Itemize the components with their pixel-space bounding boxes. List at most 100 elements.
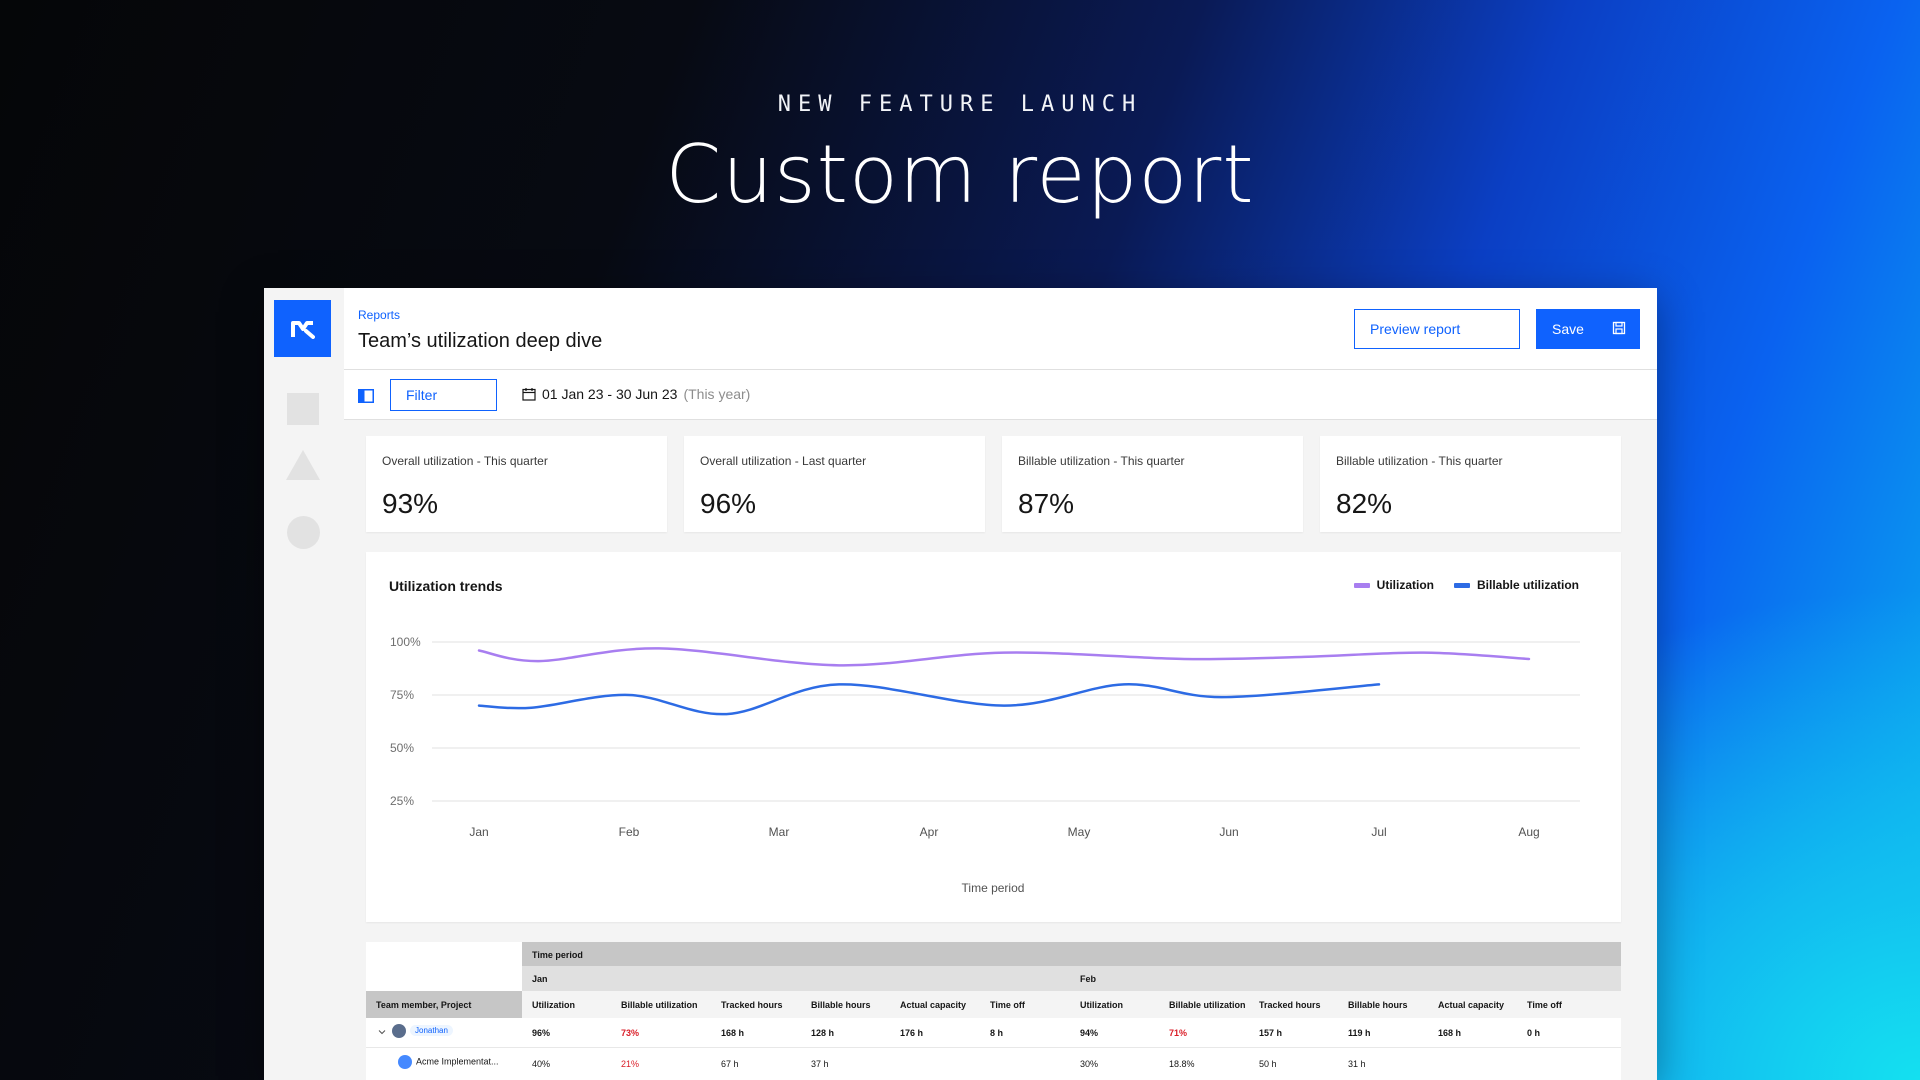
col-header[interactable]: Billable utilization <box>621 1000 698 1010</box>
time-period-header: Time period <box>522 942 1621 966</box>
rail-triangle-icon[interactable] <box>286 450 320 480</box>
expand-chevron-icon[interactable] <box>378 1028 386 1038</box>
kpi-value: 93% <box>382 488 439 519</box>
kpi-card[interactable]: Overall utilization - This quarter 93% <box>366 436 667 532</box>
filter-toolbar: Filter 01 Jan 23 - 30 Jun 23 (This year) <box>344 370 1657 420</box>
kpi-card[interactable]: Billable utilization - This quarter 82% <box>1320 436 1621 532</box>
utilization-trends-card: 100% 75% 50% 25% Jan Feb Mar Apr May Jun Jul Aug Tim… <box>366 552 1621 922</box>
legend-item-billable[interactable]: Billable utilization <box>1453 578 1579 592</box>
col-header[interactable]: Time off <box>990 1000 1025 1010</box>
breadcrumb-reports[interactable]: Reports <box>358 308 401 322</box>
x-tick-label: Aug <box>1518 825 1539 839</box>
left-rail <box>264 288 344 1080</box>
kpi-value: 96% <box>700 488 757 519</box>
col-header[interactable]: Actual capacity <box>1438 1000 1505 1010</box>
page-title: Team’s utilization deep dive <box>358 330 603 352</box>
table-cell: 119 h <box>1348 1028 1371 1038</box>
x-tick-label: Jun <box>1219 825 1238 839</box>
table-cell: 71% <box>1169 1028 1188 1038</box>
month-jan: Jan <box>532 974 548 984</box>
table-cell: 37 h <box>811 1059 829 1069</box>
chart-legend: Utilization Billable utilization <box>1353 578 1579 592</box>
time-period-label: Time period <box>532 950 583 960</box>
filter-input[interactable]: Filter <box>390 379 497 411</box>
col-header[interactable]: Tracked hours <box>721 1000 783 1010</box>
col-header[interactable]: Billable utilization <box>1169 1000 1246 1010</box>
save-icon <box>1612 321 1626 335</box>
col-header[interactable]: Actual capacity <box>900 1000 967 1010</box>
month-header-row: Jan Feb <box>522 966 1621 991</box>
col-header[interactable]: Time off <box>1527 1000 1562 1010</box>
utilization-table: Time period Jan Feb Team member, Project… <box>366 942 1621 1080</box>
table-cell: 168 h <box>721 1028 745 1038</box>
kpi-label: Billable utilization - This quarter <box>1336 454 1503 468</box>
col-header[interactable]: Tracked hours <box>1259 1000 1321 1010</box>
kpi-label: Overall utilization - Last quarter <box>700 454 867 468</box>
rail-square-icon[interactable] <box>287 393 319 425</box>
sidebar-toggle-icon[interactable] <box>358 389 374 403</box>
x-axis-title: Time period <box>962 881 1025 895</box>
x-tick-label: Apr <box>920 825 939 839</box>
kpi-label: Overall utilization - This quarter <box>382 454 548 468</box>
table-cell: 73% <box>621 1028 640 1038</box>
kpi-card[interactable]: Overall utilization - Last quarter 96% <box>684 436 985 532</box>
col-header[interactable]: Utilization <box>1080 1000 1123 1010</box>
app-window: Reports Team’s utilization deep dive Pre… <box>264 288 1657 1080</box>
table-cell: 67 h <box>721 1059 739 1069</box>
preview-report-button[interactable]: Preview report <box>1354 309 1520 349</box>
table-cell: 21% <box>621 1059 640 1069</box>
table-cell: 8 h <box>990 1028 1004 1038</box>
y-tick-label: 75% <box>390 688 414 702</box>
table-cell: 50 h <box>1259 1059 1277 1069</box>
chart-title: Utilization trends <box>389 578 503 594</box>
month-feb: Feb <box>1080 974 1097 984</box>
save-button[interactable]: Save <box>1536 309 1640 349</box>
member-name: Jonathan <box>410 1025 453 1037</box>
table-cell: 30% <box>1080 1059 1099 1069</box>
table-cell: 18.8% <box>1169 1059 1195 1069</box>
table-cell: 40% <box>532 1059 551 1069</box>
table-cell: 168 h <box>1438 1028 1462 1038</box>
member-column-header[interactable]: Team member, Project <box>366 991 522 1018</box>
series-utilization-line <box>477 647 1531 667</box>
x-tick-label: May <box>1068 825 1091 839</box>
utilization-chart: 100% 75% 50% 25% Jan Feb Mar Apr May Jun Jul Aug Tim… <box>390 635 1580 895</box>
legend-swatch <box>1353 582 1370 588</box>
col-header[interactable]: Billable hours <box>1348 1000 1408 1010</box>
col-header[interactable]: Utilization <box>532 1000 575 1010</box>
legend-label: Utilization <box>1376 578 1434 592</box>
y-tick-label: 50% <box>390 741 414 755</box>
y-tick-label: 100% <box>390 635 421 649</box>
table-row-project[interactable]: Acme Implementat... <box>398 1055 499 1069</box>
x-tick-label: Jan <box>469 825 488 839</box>
x-tick-label: Feb <box>619 825 640 839</box>
x-tick-label: Jul <box>1371 825 1386 839</box>
eyebrow-text: NEW FEATURE LAUNCH <box>777 92 1143 117</box>
table-cell: 94% <box>1080 1028 1099 1038</box>
legend-swatch <box>1453 582 1470 588</box>
date-range-hint: (This year) <box>683 386 751 402</box>
kpi-card[interactable]: Billable utilization - This quarter 87% <box>1002 436 1303 532</box>
app-logo-icon[interactable] <box>274 300 331 357</box>
table-cell: 31 h <box>1348 1059 1366 1069</box>
save-button-label: Save <box>1552 321 1584 337</box>
column-header-row: Utilization Billable utilization Tracked… <box>522 991 1621 1018</box>
table-cell: 96% <box>532 1028 551 1038</box>
x-tick-label: Mar <box>769 825 790 839</box>
calendar-icon <box>522 388 536 401</box>
page-header: Reports Team’s utilization deep dive Pre… <box>344 288 1657 370</box>
project-name: Acme Implementat... <box>416 1056 499 1067</box>
legend-item-utilization[interactable]: Utilization <box>1353 578 1434 592</box>
table-cell: 0 h <box>1527 1028 1541 1038</box>
table-cell: 176 h <box>900 1028 924 1038</box>
kpi-value: 87% <box>1018 488 1075 519</box>
headline: Custom report <box>665 128 1255 221</box>
member-header-label: Team member, Project <box>376 1000 472 1010</box>
legend-label: Billable utilization <box>1476 578 1579 592</box>
report-content: Overall utilization - This quarter 93% O… <box>344 420 1657 1080</box>
col-header[interactable]: Billable hours <box>811 1000 871 1010</box>
table-row-member[interactable]: Jonathan <box>392 1024 453 1038</box>
rail-circle-icon[interactable] <box>287 516 320 549</box>
date-range-picker[interactable]: 01 Jan 23 - 30 Jun 23 (This year) <box>522 386 750 402</box>
kpi-label: Billable utilization - This quarter <box>1018 454 1185 468</box>
